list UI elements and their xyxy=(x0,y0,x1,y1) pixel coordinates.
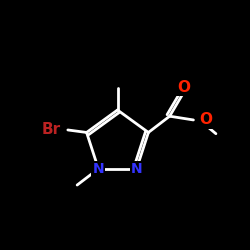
Text: O: O xyxy=(177,80,190,95)
Text: N: N xyxy=(92,162,104,176)
Text: O: O xyxy=(199,112,212,128)
Text: N: N xyxy=(131,162,142,176)
Text: Br: Br xyxy=(41,122,60,138)
